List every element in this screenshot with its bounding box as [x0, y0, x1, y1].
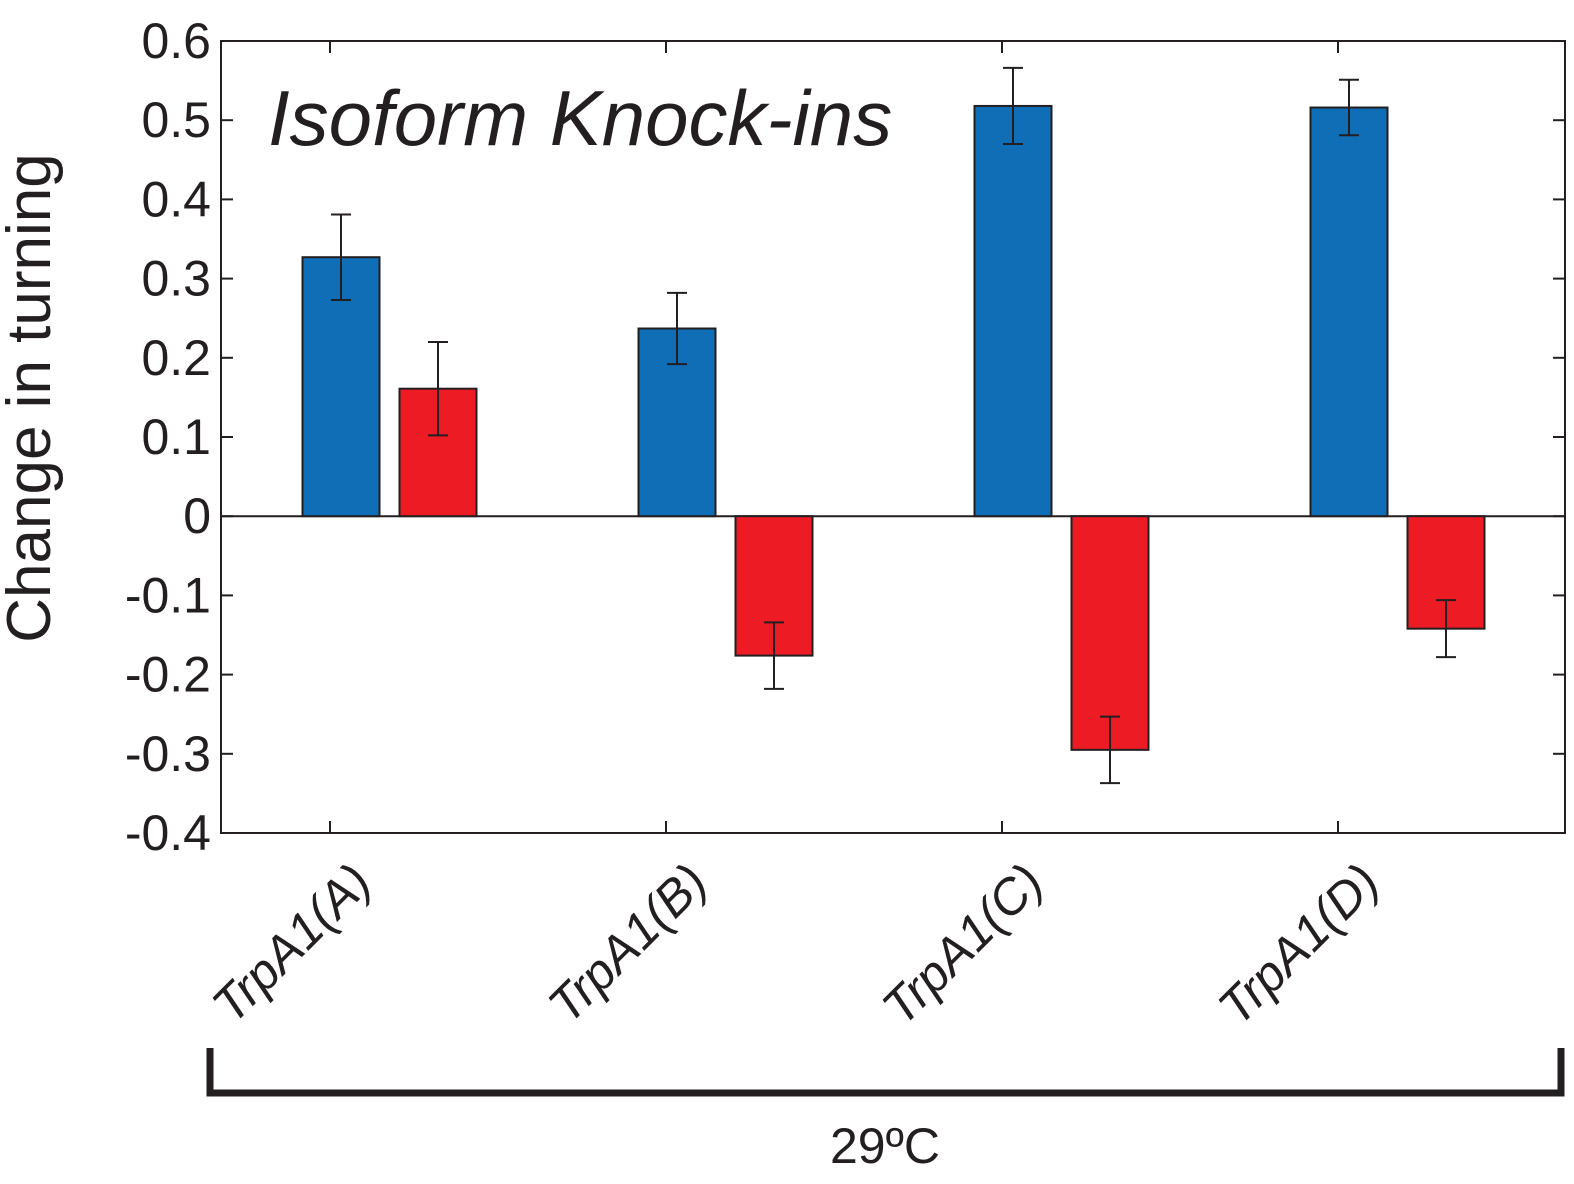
y-axis-label: Change in turning	[0, 153, 64, 642]
y-tick-label: 0.1	[141, 409, 211, 465]
bar	[1309, 106, 1389, 518]
y-tick-label: 0.6	[141, 13, 211, 69]
y-tick-label: 0.2	[141, 330, 211, 386]
y-tick-label: 0.3	[141, 251, 211, 307]
bar	[973, 104, 1053, 518]
category-label: TrpA1(C)	[871, 853, 1053, 1035]
y-tick-label: -0.3	[125, 726, 211, 782]
y-tick-label: -0.4	[125, 805, 211, 861]
bar	[1070, 515, 1150, 751]
y-tick-label: 0.4	[141, 171, 211, 227]
chart-title: Isoform Knock-ins	[268, 74, 892, 162]
group-bracket	[206, 1048, 1565, 1097]
y-tick-label: 0	[183, 488, 211, 544]
category-label: TrpA1(B)	[537, 853, 717, 1033]
y-tick-label: 0.5	[141, 92, 211, 148]
y-tick-label: -0.1	[125, 567, 211, 623]
temperature-label: 29ºC	[830, 1118, 940, 1174]
bar	[1406, 515, 1486, 630]
category-label: TrpA1(A)	[201, 853, 381, 1033]
category-label: TrpA1(D)	[1207, 853, 1389, 1035]
y-tick-label: -0.2	[125, 647, 211, 703]
